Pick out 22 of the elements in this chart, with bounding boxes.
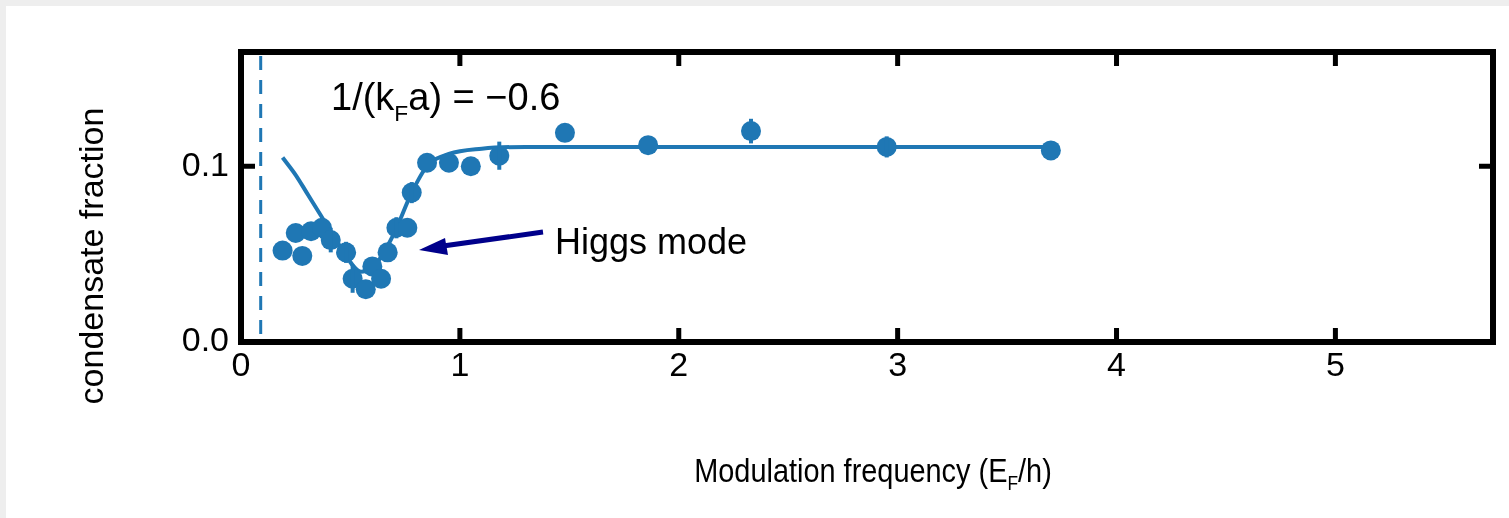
point xyxy=(638,135,659,156)
x-tick-label: 1 xyxy=(450,344,470,383)
x-axis-title: Modulation frequency (E$_{F}$/h) xyxy=(693,451,1053,495)
point xyxy=(460,156,481,177)
point xyxy=(355,279,376,300)
x-tick-label: 2 xyxy=(669,344,689,383)
y-tick-label: 0.1 xyxy=(181,144,229,183)
y-tick-label: 0.0 xyxy=(181,320,229,359)
point xyxy=(438,152,459,173)
x-tick-label: 3 xyxy=(888,344,908,383)
point xyxy=(292,245,313,266)
x-tick-label: 4 xyxy=(1107,344,1126,383)
annotation: Higgs mode xyxy=(555,221,748,262)
point xyxy=(554,122,575,143)
x-tick-label: 0 xyxy=(231,344,251,383)
point xyxy=(377,242,398,263)
x-tick-label: 5 xyxy=(1325,344,1345,383)
point xyxy=(371,268,392,289)
point xyxy=(272,240,293,261)
point xyxy=(417,152,438,173)
point xyxy=(1040,140,1061,161)
y-axis-title: condensate fraction xyxy=(71,107,111,405)
